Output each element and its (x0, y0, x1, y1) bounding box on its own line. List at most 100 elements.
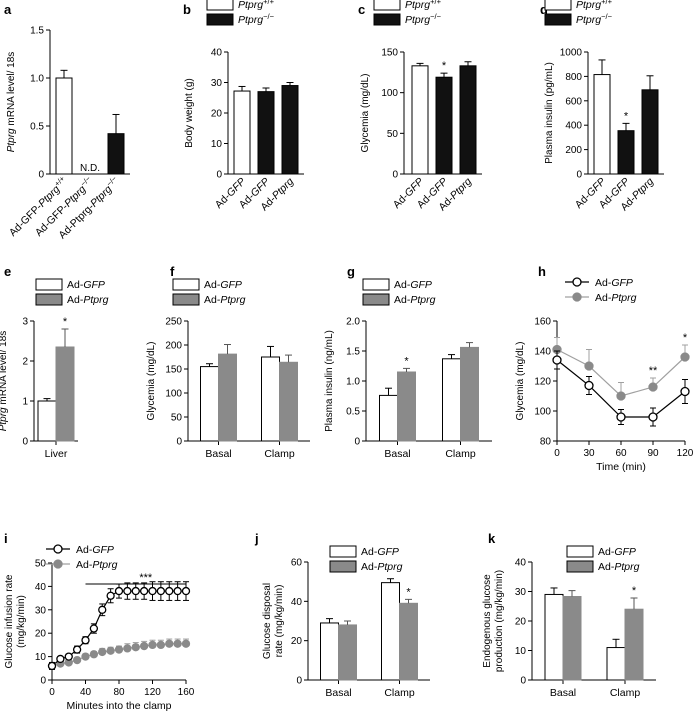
significance-star: * (404, 355, 409, 367)
bar (338, 624, 357, 681)
y-tick-label: 40 (515, 558, 527, 569)
y-tick-label: 200 (165, 341, 182, 352)
legend-label-part: Ptprg (238, 14, 263, 26)
not-detected-label: N.D. (80, 163, 100, 174)
y-tick-label: 0 (520, 676, 526, 687)
significance-star: * (442, 60, 447, 72)
legend-label: Ad-Ptprg (394, 294, 436, 306)
legend-label-part: Ptprg (405, 14, 430, 26)
bar (624, 608, 644, 681)
x-tick-label: Basal (325, 687, 351, 699)
x-tick-label-part: Ptprg (270, 176, 296, 202)
data-point (72, 645, 82, 654)
data-point (648, 382, 658, 392)
x-tick-label: 80 (113, 687, 125, 698)
bar (544, 593, 564, 681)
legend-swatch (172, 278, 200, 291)
y-tick-label: 2 (22, 357, 28, 368)
legend-swatch (373, 13, 401, 26)
y-tick-label: 150 (381, 48, 398, 59)
legend-label-part: GFP (83, 279, 105, 291)
y-tick-label: 0.5 (346, 407, 360, 418)
legend-label-part: Ad- (76, 544, 93, 556)
y-tick-label: 0 (576, 170, 582, 181)
data-point (173, 586, 182, 596)
panel-letter: h (538, 264, 546, 279)
x-axis-label: Minutes into the clamp (66, 700, 171, 712)
x-tick-label: 0 (49, 687, 55, 698)
data-point (72, 655, 82, 665)
y-tick-label: 10 (211, 139, 223, 150)
y-axis-label: Plasma insulin (pg/mL) (544, 62, 555, 164)
panel-letter: e (4, 264, 11, 279)
y-tick-label: 1.0 (30, 74, 44, 85)
legend-swatch (566, 545, 594, 558)
significance-star: *** (139, 572, 153, 584)
y-tick-label: 40 (291, 597, 303, 608)
y-tick-label: 100 (534, 407, 551, 418)
bar (460, 346, 479, 442)
bar (617, 130, 635, 175)
significance-star: ** (649, 365, 658, 377)
legend-label: Ad-Ptprg (595, 292, 637, 304)
data-point (89, 650, 99, 659)
bar (107, 133, 125, 175)
y-tick-label: 0 (22, 437, 28, 448)
y-tick-label: 600 (565, 96, 582, 107)
data-point (165, 639, 174, 648)
legend-label-part: Ptprg (576, 0, 601, 11)
legend-label: Ad-Ptprg (204, 294, 246, 306)
panel-h: h 80 100 120 140 160 Glycemia (mg/dL) 0 30 60 90 12… (515, 264, 694, 473)
legend-swatch (206, 0, 234, 11)
panel-letter: d (540, 2, 548, 17)
y-tick-label: 0.5 (30, 122, 44, 133)
bar (641, 89, 659, 175)
x-tick-label: Basal (550, 687, 576, 699)
legend-marker (572, 292, 582, 302)
bar (399, 602, 418, 681)
y-axis-label: Body weight (g) (184, 78, 195, 147)
bar (562, 596, 582, 681)
significance-star: * (632, 585, 637, 597)
data-point (648, 412, 658, 422)
y-axis-label: (mg/kg/min) (16, 595, 27, 648)
panel-i: i 0 10 20 30 40 50 Glucose infusion rate (mg/kg/… (4, 531, 195, 712)
legend-label-part: +/+ (601, 0, 613, 6)
legend-swatch (544, 13, 572, 26)
legend-label: Ad-GFP (595, 277, 633, 289)
legend-label-part: GFP (410, 279, 432, 291)
legend-label: Ptprg−/− (405, 12, 442, 27)
legend-label-part: Ptprg (611, 292, 636, 304)
legend-label-part: +/+ (263, 0, 275, 6)
legend-label-part: Ad- (361, 561, 378, 573)
significance-star: * (683, 332, 688, 344)
legend-label-part: Ad- (595, 292, 612, 304)
data-point (47, 661, 57, 671)
y-axis-label: Ptprg mRNA level/ 18s (6, 52, 17, 153)
legend-label: Ad-Ptprg (67, 294, 109, 306)
legend-label: Ad-Ptprg (598, 561, 640, 573)
x-tick-label-part: Ptprg (448, 176, 474, 202)
legend-swatch (35, 293, 63, 306)
data-point (616, 391, 626, 401)
y-tick-label: 150 (165, 365, 182, 376)
legend-swatch (329, 545, 357, 558)
legend-label: Ad-GFP (67, 279, 105, 291)
significance-star: * (63, 316, 68, 328)
legend-label-part: Ptprg (405, 0, 430, 11)
x-tick-label: Liver (45, 448, 68, 460)
legend-swatch (566, 560, 594, 573)
data-point (56, 654, 65, 664)
bar (411, 65, 429, 175)
bar (320, 622, 339, 681)
legend-label: Ad-GFP (76, 544, 114, 556)
bar (200, 366, 219, 442)
panel-letter: i (4, 531, 8, 546)
data-point (81, 652, 90, 661)
bar (281, 85, 299, 175)
legend-label-part: Ptprg (92, 559, 117, 571)
y-tick-label: 1.5 (346, 347, 360, 358)
